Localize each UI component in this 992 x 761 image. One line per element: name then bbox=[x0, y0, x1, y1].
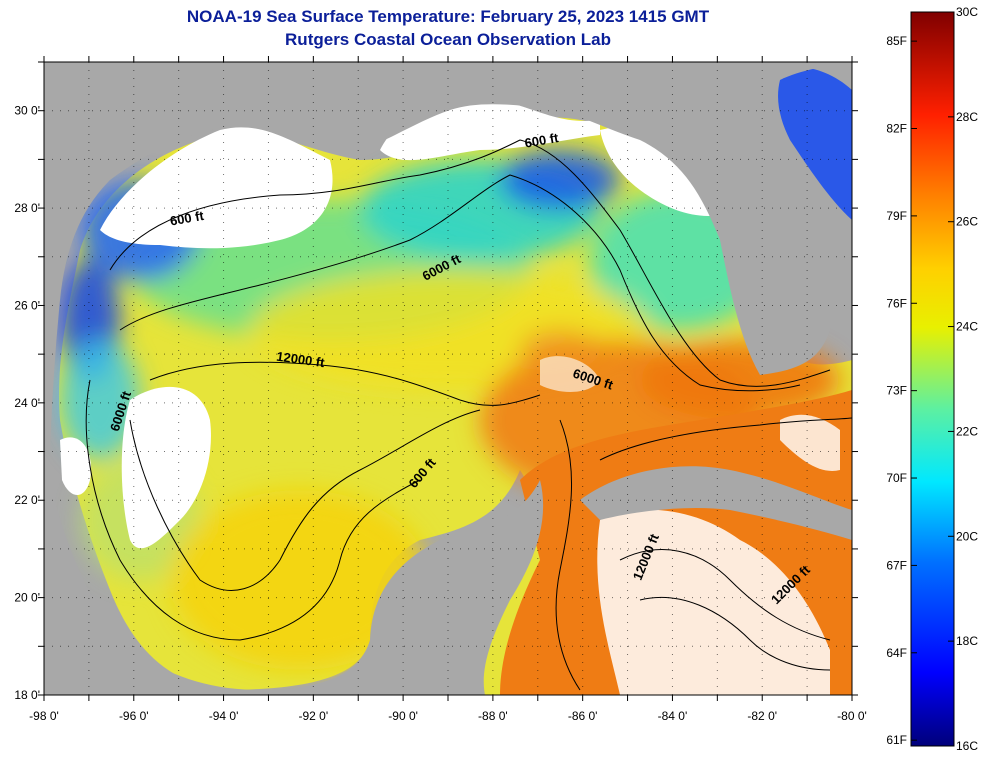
longitude-label: -90 0' bbox=[388, 709, 418, 723]
longitude-label: -94 0' bbox=[209, 709, 239, 723]
longitude-label: -92 0' bbox=[299, 709, 329, 723]
colorbar-fahrenheit-label: 70F bbox=[886, 471, 907, 485]
colorbar-gradient bbox=[910, 11, 955, 747]
contour-label: 600 ft bbox=[169, 208, 206, 229]
colorbar-celsius-label: 24C bbox=[956, 320, 978, 334]
colorbar-fahrenheit-label: 73F bbox=[886, 384, 907, 398]
bathymetry-contours bbox=[85, 139, 852, 691]
colorbar-celsius-label: 18C bbox=[956, 634, 978, 648]
colorbar-fahrenheit-label: 76F bbox=[886, 296, 907, 310]
colorbar-celsius-labels: 30C 28C 26C 24C 22C 20C 18C 16C bbox=[956, 5, 978, 753]
longitude-label: -98 0' bbox=[29, 709, 59, 723]
map-subtitle: Rutgers Coastal Ocean Observation Lab bbox=[285, 30, 611, 49]
colorbar-fahrenheit-label: 61F bbox=[886, 733, 907, 747]
temperature-colorbar: 30C 28C 26C 24C 22C 20C 18C 16C 85F 82F 79F 76F 73F… bbox=[886, 5, 978, 753]
longitude-label: -88 0' bbox=[478, 709, 508, 723]
latitude-label: 20 0' bbox=[14, 591, 40, 605]
map-panel bbox=[44, 62, 852, 695]
colorbar-celsius-label: 20C bbox=[956, 529, 978, 543]
longitude-axis-labels: -98 0' -96 0' -94 0' -92 0' -90 0' -88 0' -86 … bbox=[29, 709, 867, 723]
colorbar-celsius-label: 30C bbox=[956, 5, 978, 19]
latitude-label: 18 0' bbox=[14, 688, 40, 702]
colorbar-fahrenheit-labels: 85F 82F 79F 76F 73F 70F 67F 64F 61F bbox=[886, 34, 907, 747]
colorbar-celsius-label: 16C bbox=[956, 739, 978, 753]
colorbar-fahrenheit-label: 67F bbox=[886, 558, 907, 572]
colorbar-fahrenheit-label: 79F bbox=[886, 209, 907, 223]
longitude-label: -82 0' bbox=[747, 709, 777, 723]
contour-label: 600 ft bbox=[523, 130, 560, 151]
map-title: NOAA-19 Sea Surface Temperature: Februar… bbox=[186, 7, 710, 26]
latitude-label: 26 0' bbox=[14, 298, 40, 312]
longitude-label: -80 0' bbox=[837, 709, 867, 723]
latitude-label: 24 0' bbox=[14, 396, 40, 410]
longitude-label: -86 0' bbox=[568, 709, 598, 723]
colorbar-celsius-ticks bbox=[911, 11, 954, 747]
colorbar-fahrenheit-label: 64F bbox=[886, 646, 907, 660]
colorbar-fahrenheit-label: 85F bbox=[886, 34, 907, 48]
land-masses bbox=[44, 62, 852, 695]
longitude-label: -84 0' bbox=[658, 709, 688, 723]
colorbar-celsius-label: 26C bbox=[956, 215, 978, 229]
latitude-label: 30 0' bbox=[14, 104, 40, 118]
longitude-label: -96 0' bbox=[119, 709, 149, 723]
cloud-mask bbox=[60, 97, 840, 695]
colorbar-celsius-label: 28C bbox=[956, 110, 978, 124]
colorbar-celsius-label: 22C bbox=[956, 424, 978, 438]
latitude-axis-labels: 18 0' 20 0' 22 0' 24 0' 26 0' 28 0' 30 0' bbox=[14, 104, 40, 702]
latitude-label: 28 0' bbox=[14, 201, 40, 215]
axis-ticks bbox=[38, 56, 858, 701]
contour-label: 12000 ft bbox=[275, 349, 326, 371]
latitude-label: 22 0' bbox=[14, 493, 40, 507]
colorbar-fahrenheit-label: 82F bbox=[886, 122, 907, 136]
